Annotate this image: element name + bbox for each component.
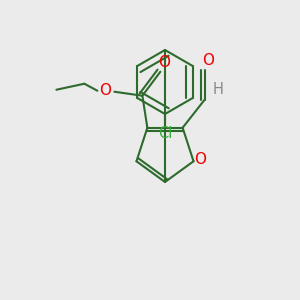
Text: O: O [202, 53, 214, 68]
Text: O: O [158, 55, 170, 70]
Text: O: O [99, 83, 111, 98]
Text: O: O [194, 152, 206, 167]
Text: Cl: Cl [158, 125, 172, 140]
Text: H: H [212, 82, 223, 97]
